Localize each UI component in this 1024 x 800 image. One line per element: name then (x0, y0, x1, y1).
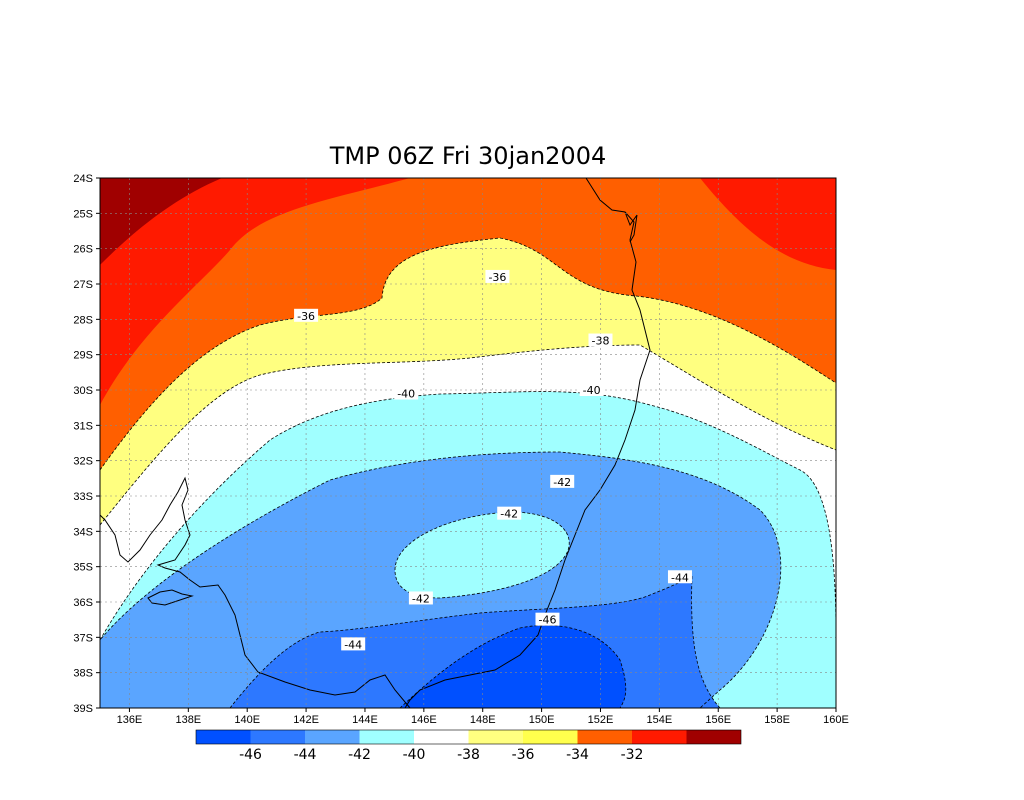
colorbar-swatch (196, 730, 251, 744)
lon-tick-label: 144E (352, 714, 378, 726)
contour-label: -40 (583, 384, 601, 397)
colorbar-swatch (468, 730, 523, 744)
contour-36 (100, 237, 836, 471)
contour-label: -36 (297, 310, 315, 323)
contour-label: -44 (344, 638, 362, 651)
lat-tick-label: 29S (73, 350, 93, 362)
lat-tick-label: 35S (73, 562, 93, 574)
colorbar-swatch (250, 730, 305, 744)
fill-band-cyan-inner (395, 512, 570, 598)
colorbar-label: -32 (621, 747, 644, 763)
contour-label-bg (341, 637, 366, 651)
contour-label-bg (408, 591, 433, 605)
contour-label: -38 (591, 335, 609, 348)
lat-tick-label: 39S (73, 703, 93, 715)
contour-fills (100, 178, 836, 708)
contour-label-bg (579, 383, 604, 396)
colorbar-label: -40 (403, 747, 426, 763)
lon-tick-label: 142E (293, 714, 319, 726)
colorbar-label: -44 (294, 747, 317, 763)
contour-label-bg (497, 506, 522, 520)
fill-band-dark-red (100, 178, 222, 265)
contour-label: -44 (671, 571, 689, 584)
contour-label: -42 (553, 476, 571, 489)
lat-tick-label: 24S (73, 173, 93, 185)
lon-tick-label: 152E (588, 714, 614, 726)
fraser-island (624, 211, 638, 243)
lon-tick-label: 146E (411, 714, 437, 726)
lat-tick-label: 38S (73, 668, 93, 680)
contour-42 (100, 451, 782, 708)
lon-tick-label: 150E (529, 714, 555, 726)
lon-tick-label: 156E (705, 714, 731, 726)
lat-tick-label: 27S (73, 279, 93, 291)
contour-38 (100, 344, 836, 526)
colorbar-label: -34 (566, 747, 589, 763)
lon-tick-label: 140E (234, 714, 260, 726)
lat-tick-label: 28S (73, 314, 93, 326)
contour-labels: -36 -36 -38 -40 -40 -42 -42 -42 -44 -44 -46 (294, 269, 692, 651)
fill-band-deep-blue (400, 625, 626, 708)
coastline-path (404, 177, 651, 709)
lat-tick-label: 32S (73, 456, 93, 468)
contour-40 (100, 391, 836, 641)
lon-tick-label: 154E (647, 714, 673, 726)
lat-tick-label: 26S (73, 244, 93, 256)
gridlines (100, 178, 836, 708)
island-kangaroo (147, 589, 194, 606)
colorbar-swatch (414, 730, 469, 744)
contour-label: -40 (397, 388, 415, 401)
contour-label: -46 (539, 614, 557, 627)
plot-frame (99, 177, 837, 709)
colorbar-swatch (686, 730, 741, 744)
latitude-axis: 24S 25S 26S 27S 28S 29S 30S 31S 32S 33S 34S 35S 36S 3… (73, 173, 100, 715)
fill-band-red-east (700, 178, 836, 270)
lat-tick-label: 34S (73, 526, 93, 538)
contour-label: -42 (412, 592, 430, 605)
lat-tick-label: 37S (73, 632, 93, 644)
contour-label-bg (485, 269, 510, 283)
fill-band-red (100, 178, 410, 405)
contour-label-bg (394, 386, 419, 400)
longitude-axis: 136E 138E 140E 142E 144E 146E 148E 150E 152E 154E… (117, 708, 849, 726)
lon-tick-label: 148E (470, 714, 496, 726)
contour-label: -36 (488, 271, 506, 284)
colorbar-label: -36 (512, 747, 535, 763)
contour-label-bg (294, 308, 319, 322)
lon-tick-label: 160E (823, 714, 849, 726)
lat-tick-label: 31S (73, 420, 93, 432)
lat-tick-label: 25S (73, 208, 93, 220)
contour-label-bg (550, 474, 575, 488)
colorbar-swatch (305, 730, 360, 744)
colorbar-swatch (523, 730, 578, 744)
lat-tick-label: 36S (73, 597, 93, 609)
colorbar-label: -46 (239, 747, 262, 763)
lat-tick-label: 33S (73, 491, 93, 503)
colorbar-swatch (577, 730, 632, 744)
chart-title: TMP 06Z Fri 30jan2004 (329, 142, 607, 170)
contour-label-bg (588, 333, 613, 347)
colorbar-label: -42 (348, 747, 371, 763)
lon-tick-label: 138E (175, 714, 201, 726)
contour-label: -42 (500, 508, 518, 521)
lon-tick-label: 136E (117, 714, 143, 726)
colorbar-swatch (359, 730, 414, 744)
lat-tick-label: 30S (73, 385, 93, 397)
colorbar: -46 -44 -42 -40 -38 -36 -34 -32 (195, 729, 742, 763)
colorbar-label: -38 (457, 747, 480, 763)
colorbar-border (195, 729, 742, 745)
contour-label-bg (535, 612, 560, 626)
lon-tick-label: 158E (764, 714, 790, 726)
contour-label-bg (667, 570, 692, 584)
colorbar-swatch (632, 730, 687, 744)
